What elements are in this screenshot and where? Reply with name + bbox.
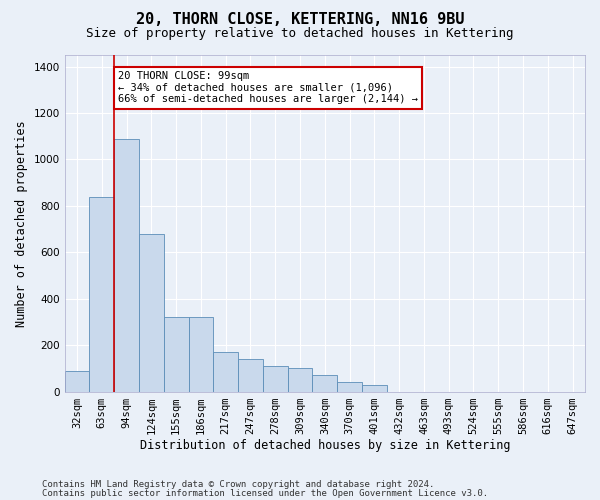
Y-axis label: Number of detached properties: Number of detached properties (15, 120, 28, 326)
Bar (214, 352, 238, 392)
Text: 20 THORN CLOSE: 99sqm
← 34% of detached houses are smaller (1,096)
66% of semi-d: 20 THORN CLOSE: 99sqm ← 34% of detached … (118, 71, 418, 104)
Bar (362, 384, 387, 392)
Text: Contains HM Land Registry data © Crown copyright and database right 2024.: Contains HM Land Registry data © Crown c… (42, 480, 434, 489)
Bar (263, 366, 287, 392)
Bar (337, 382, 362, 392)
Text: 20, THORN CLOSE, KETTERING, NN16 9BU: 20, THORN CLOSE, KETTERING, NN16 9BU (136, 12, 464, 28)
Bar (164, 318, 188, 392)
Bar (188, 318, 214, 392)
Bar (89, 196, 114, 392)
Text: Size of property relative to detached houses in Kettering: Size of property relative to detached ho… (86, 28, 514, 40)
Bar (238, 359, 263, 392)
Text: Contains public sector information licensed under the Open Government Licence v3: Contains public sector information licen… (42, 488, 488, 498)
Bar (65, 370, 89, 392)
Bar (287, 368, 313, 392)
Bar (114, 138, 139, 392)
Bar (313, 376, 337, 392)
X-axis label: Distribution of detached houses by size in Kettering: Distribution of detached houses by size … (140, 440, 510, 452)
Bar (139, 234, 164, 392)
